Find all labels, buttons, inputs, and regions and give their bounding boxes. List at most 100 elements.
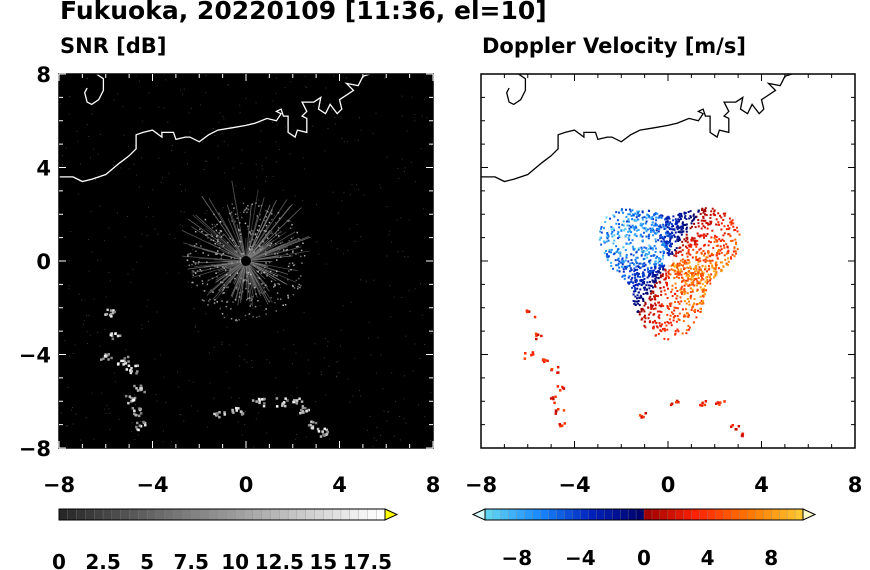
velocity-pixel [685,233,688,236]
radial-echo [181,180,311,322]
speckle-pixel [314,343,316,345]
velocity-pixel [610,261,613,264]
velocity-pixel [661,264,664,267]
velocity-pixel [666,284,668,287]
speckle-pixel [60,412,62,414]
velocity-pixel [633,267,636,270]
velocity-pixel [642,257,645,260]
radial-ray [245,189,259,262]
velocity-pixel [713,240,716,243]
velocity-pixel [662,304,665,307]
speckle-pixel [430,439,432,441]
speckle-pixel [180,414,182,416]
speckle-pixel [389,284,391,286]
velocity-pixel [627,265,630,267]
velocity-pixel [726,246,729,249]
velocity-pixel [676,228,679,231]
echo-pixel [143,390,146,394]
velocity-pixel [707,223,710,226]
velocity-pixel [696,274,699,277]
velocity-pixel [634,258,637,261]
speckle-pixel [255,102,257,104]
radial-echo-pixel [281,241,284,243]
echo-pixel [309,423,312,427]
velocity-pixel [643,274,646,277]
radial-echo-pixel [233,257,236,260]
velocity-pixel [624,235,627,238]
velocity-pixel [688,326,691,329]
velocity-pixel [665,220,668,223]
velocity-pixel [701,270,704,273]
velocity-pixel [701,209,704,212]
colorbar-tick-label: 4 [701,546,715,570]
echo-pixel [719,401,722,404]
velocity-pixel [666,328,669,331]
velocity-pixel [643,288,646,291]
velocity-pixel [685,332,688,335]
speckle-pixel [209,382,211,384]
radial-echo-pixel [244,208,247,211]
echo-pixel [536,333,540,336]
velocity-pixel [693,284,696,287]
speckle-pixel [141,324,143,326]
speckle-pixel [88,270,90,272]
colorbar-cell [358,508,368,521]
velocity-pixel [629,281,632,284]
velocity-pixel [715,236,718,238]
velocity-pixel [648,247,651,250]
velocity-pixel [627,213,630,216]
velocity-pixel [638,311,641,314]
velocity-pixel [714,238,717,241]
radial-echo-pixel [238,296,241,298]
velocity-pixel [606,254,609,257]
speckle-pixel [160,130,162,132]
velocity-pixel [680,228,683,231]
speckle-pixel [379,184,381,186]
velocity-pixel [733,246,736,249]
radial-echo-pixel [266,211,269,213]
velocity-pixel [644,301,647,304]
velocity-pixel [654,266,657,269]
velocity-pixel [618,234,621,237]
echo-pixel [216,413,219,416]
radial-echo-pixel [199,275,201,277]
radial-ray [187,218,247,262]
speckle-pixel [134,145,136,147]
echo-pixel [295,399,299,402]
radial-echo-pixel [292,264,295,266]
echo-pixel [134,364,137,368]
velocity-pixel [654,263,657,266]
speckle-pixel [68,260,70,262]
velocity-pixel [649,311,652,314]
velocity-pixel [701,277,704,279]
radial-echo-pixel [210,289,212,291]
velocity-pixel [653,275,656,278]
speckle-pixel [190,107,192,109]
speckle-pixel [424,98,426,100]
radial-echo-pixel [217,250,219,252]
speckle-pixel [193,308,195,310]
velocity-pixel [720,222,723,225]
radial-echo-pixel [223,267,225,269]
velocity-pixel [722,265,725,268]
echo-pixel [130,370,133,373]
radial-echo-pixel [257,276,259,279]
speckle-pixel [256,176,258,178]
velocity-pixel [677,235,680,238]
radial-echo-pixel [265,308,267,310]
velocity-pixel [692,239,695,242]
speckle-pixel [414,114,416,115]
velocity-pixel [627,276,630,279]
velocity-pixel [713,267,716,270]
velocity-pixel [674,315,677,318]
radial-echo-pixel [222,252,225,255]
radial-echo-pixel [249,249,251,251]
radial-echo-pixel [223,287,225,289]
velocity-pixel [658,310,661,313]
radial-echo-pixel [234,250,236,252]
radial-echo-pixel [240,277,243,279]
radial-echo-pixel [266,237,269,239]
colorbar-cell [723,508,732,521]
velocity-pixel [606,253,608,256]
velocity-pixel [705,214,708,217]
